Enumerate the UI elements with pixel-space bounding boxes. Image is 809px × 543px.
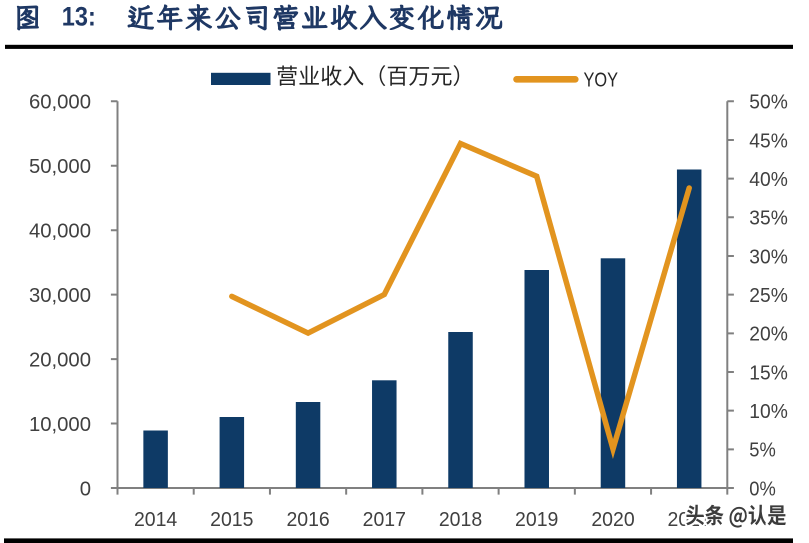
svg-text:50%: 50%	[749, 92, 788, 114]
svg-text:45%: 45%	[749, 130, 788, 152]
svg-text:30%: 30%	[749, 246, 788, 268]
svg-text:40,000: 40,000	[29, 221, 91, 243]
svg-text:40%: 40%	[749, 169, 788, 191]
svg-text:5%: 5%	[749, 440, 776, 462]
svg-text:13:: 13:	[62, 2, 96, 32]
svg-text:10%: 10%	[749, 401, 788, 423]
svg-text:60,000: 60,000	[29, 92, 91, 114]
svg-text:2018: 2018	[439, 509, 482, 531]
svg-text:2017: 2017	[363, 509, 406, 531]
svg-text:0: 0	[80, 478, 91, 500]
svg-text:2015: 2015	[210, 509, 253, 531]
svg-text:2019: 2019	[515, 509, 558, 531]
svg-text:YOY: YOY	[584, 70, 619, 92]
svg-text:20%: 20%	[749, 324, 788, 346]
svg-text:2014: 2014	[134, 509, 177, 531]
svg-text:10,000: 10,000	[29, 414, 91, 436]
svg-text:2016: 2016	[286, 509, 329, 531]
svg-text:30,000: 30,000	[29, 285, 91, 307]
svg-text:0%: 0%	[749, 478, 776, 500]
svg-text:20,000: 20,000	[29, 349, 91, 371]
svg-text:25%: 25%	[749, 285, 788, 307]
svg-text:50,000: 50,000	[29, 156, 91, 178]
svg-text:35%: 35%	[749, 208, 788, 230]
svg-text:15%: 15%	[749, 362, 788, 384]
svg-text:2020: 2020	[591, 509, 634, 531]
